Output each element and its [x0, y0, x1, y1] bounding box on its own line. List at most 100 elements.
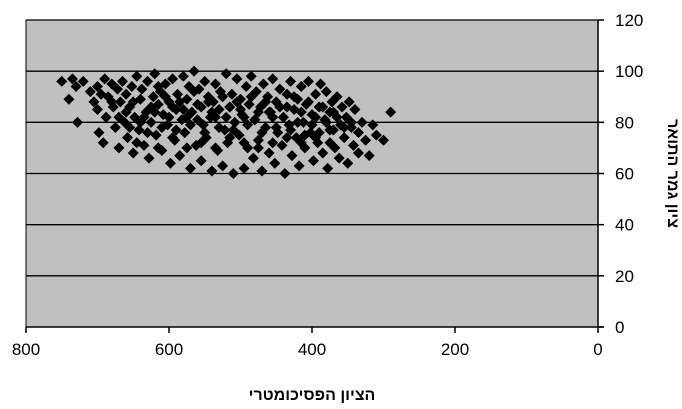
data-point [279, 168, 291, 179]
data-point [331, 91, 343, 103]
data-point [288, 91, 300, 103]
data-point [352, 127, 364, 139]
data-point [293, 160, 305, 172]
data-point [63, 93, 75, 105]
data-point [149, 68, 161, 80]
data-point [142, 127, 154, 139]
data-point [231, 73, 243, 85]
data-point [192, 114, 204, 126]
data-point [252, 142, 264, 154]
x-tick-label: 400 [298, 340, 326, 359]
data-point [333, 152, 345, 164]
data-point [243, 98, 255, 110]
data-point [257, 78, 269, 90]
data-point [209, 78, 221, 90]
data-point [363, 150, 375, 162]
data-point [120, 106, 132, 118]
data-point [217, 160, 229, 172]
data-point [136, 83, 148, 95]
data-point [360, 134, 372, 146]
data-point [70, 81, 82, 93]
y-axis-title: ציון גמר התואר [664, 119, 681, 228]
data-point [240, 81, 252, 93]
data-point [270, 121, 282, 133]
data-point [274, 101, 286, 113]
data-point [267, 137, 279, 149]
data-point [113, 111, 125, 123]
data-point [310, 132, 322, 144]
data-point [385, 106, 397, 118]
data-point [177, 70, 189, 82]
data-point [77, 75, 89, 87]
data-point [143, 152, 155, 164]
data-point [338, 121, 350, 133]
data-point [184, 162, 196, 174]
data-point [286, 150, 298, 162]
data-point [299, 129, 311, 141]
data-point [249, 114, 261, 126]
data-point [320, 116, 332, 128]
x-axis-title: הציון הפסיכומטרי [249, 387, 376, 404]
data-point [378, 134, 389, 146]
y-tick-label: 100 [615, 62, 643, 81]
data-point [209, 142, 221, 154]
data-point [188, 65, 200, 77]
x-tick-label: 200 [441, 340, 469, 359]
data-point [131, 137, 143, 149]
data-point [127, 96, 139, 108]
data-point [181, 111, 193, 123]
y-tick-label: 20 [615, 267, 634, 286]
data-point [229, 116, 241, 128]
data-point [145, 101, 157, 113]
data-point [260, 96, 272, 108]
data-point [231, 96, 243, 108]
data-point [220, 68, 232, 80]
data-point [159, 91, 171, 103]
data-point [164, 157, 176, 169]
data-point [88, 96, 100, 108]
x-axis-ticks: 800 600 400 200 0 [12, 327, 603, 359]
data-point [224, 132, 236, 144]
data-point [174, 150, 186, 162]
data-point [315, 78, 327, 90]
data-point [295, 81, 307, 93]
x-tick-label: 600 [155, 340, 183, 359]
data-points [56, 65, 397, 179]
data-point [100, 111, 112, 123]
data-point [99, 73, 111, 85]
data-point [285, 75, 297, 87]
data-point [142, 75, 154, 87]
data-point [133, 124, 145, 136]
data-point [295, 137, 307, 149]
data-point [356, 116, 368, 128]
data-point [252, 134, 264, 146]
data-point [263, 147, 275, 159]
data-point [152, 142, 164, 154]
data-point [181, 142, 193, 154]
data-point [184, 119, 196, 131]
data-point [306, 119, 318, 131]
data-point [297, 116, 309, 128]
data-point [224, 101, 236, 113]
data-point [92, 104, 103, 116]
data-point [247, 152, 259, 164]
data-point [122, 132, 134, 144]
data-point [267, 73, 279, 85]
data-point [250, 86, 262, 98]
data-point [349, 104, 361, 116]
data-point [302, 75, 314, 87]
data-point [167, 101, 179, 113]
data-point [274, 83, 286, 95]
data-point [179, 127, 191, 139]
data-point [163, 111, 175, 123]
data-point [285, 124, 297, 136]
data-point [156, 121, 168, 133]
gridlines [26, 19, 598, 277]
data-point [199, 75, 211, 87]
data-point [124, 121, 136, 133]
data-point [331, 111, 343, 123]
data-point [93, 127, 105, 139]
data-point [256, 127, 268, 139]
data-point [195, 155, 207, 167]
data-point [302, 96, 314, 108]
